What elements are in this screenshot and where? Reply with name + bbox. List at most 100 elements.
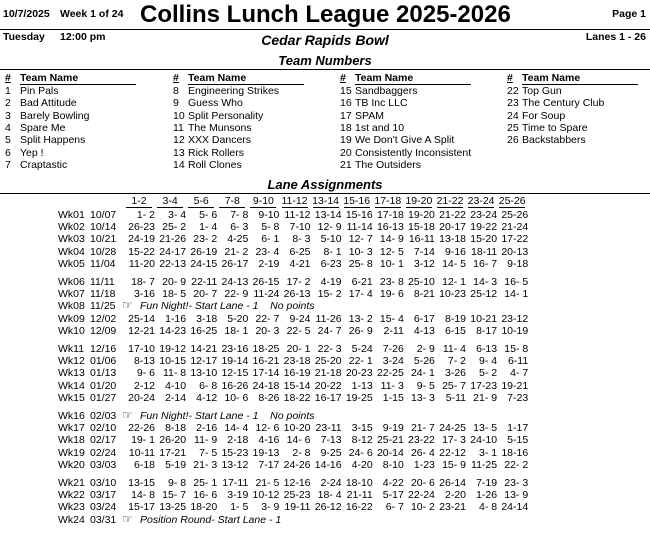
lane-pair: 13- 2 [348,312,373,325]
header-rule [522,84,638,85]
date: 02/10 [90,422,117,435]
lane-pair: 16-22 [345,501,373,514]
lane-pair: 5-17 [382,489,404,502]
lane-pair: 16-17 [314,391,342,404]
lane-pair: 4- 8 [479,501,498,514]
lane-pair: 17-22 [501,233,529,246]
lane-pair: 13-25 [159,501,187,514]
lane-pair: 21-11 [346,489,373,502]
team-number: 12 [173,134,185,147]
lane-pair: 16-13 [376,221,404,234]
lane-pair: 9-24 [289,312,311,325]
lane-pair: 21-24 [501,221,529,234]
team-number: 11 [173,121,184,134]
lane-pair: 4-10 [165,379,187,392]
header-rule [157,207,184,208]
lane-pair: 3-12 [413,257,435,270]
date: 01/13 [90,367,117,380]
lane-pair: 18-22 [283,391,311,404]
lane-pair: 23- 8 [379,276,404,288]
lane-pair: 12- 5 [379,245,404,258]
header-rule [437,207,463,208]
lanes: Lanes 1 - 26 [585,31,646,43]
lane-pair: 8-12 [351,434,373,447]
week: Wk20 [58,458,85,471]
week: Wk05 [58,257,85,270]
lane-pair: 15- 2 [317,288,342,301]
lane-header: 9-10 [252,195,274,207]
team-name: Split Personality [188,109,264,122]
team-number: 23 [507,97,519,110]
lane-pair: 14- 4 [224,422,249,435]
lane-pair: 22-11 [191,276,218,288]
lane-header: 7-8 [224,195,240,207]
lane-pair: 9- 6 [136,367,155,380]
lane-pair: 7-14 [413,245,435,258]
lane-pair: 17- 3 [442,434,466,447]
team-name: TB Inc LLC [355,97,408,110]
lane-pair: 12- 9 [317,221,342,234]
team-number: 18 [340,121,352,134]
week: Wk04 [58,245,85,258]
lane-pair: 9- 8 [168,477,187,489]
week: Wk08 [58,300,85,313]
lane-pair: 15-17 [128,501,155,514]
lane-pair: 4-25 [227,233,249,246]
lane-pair: 1-13 [351,379,373,392]
team-name: Rick Rollers [188,146,245,159]
lane-header: 1-2 [131,195,147,207]
lane-pair: 25- 8 [348,257,373,270]
date: 11/04 [90,257,116,270]
lane-pair: 26-14 [439,477,466,489]
lane-pair: 2-11 [383,324,404,337]
lane-pair: 13-18 [439,233,466,246]
time: 12:00 pm [60,31,106,43]
lane-pair: 5- 8 [261,221,280,234]
lane-pair: 15-22 [128,245,155,258]
lane-pair: 25- 1 [193,477,218,489]
lane-pair: 20- 3 [255,324,280,337]
lane-pair: 11-25 [471,458,498,471]
lane-pair: 4-13 [413,324,435,337]
lane-pair: 7-17 [258,458,280,471]
rule [0,193,650,194]
team-number: 10 [173,109,185,122]
lane-pair: 12- 1 [442,276,466,288]
lane-pair: 26-12 [314,501,342,514]
lane-pair: 3- 9 [261,501,280,514]
lane-pair: 5-15 [507,434,529,447]
name-header: Team Name [355,72,414,84]
lane-pair: 6-23 [320,257,342,270]
lane-pair: 3-26 [444,367,466,380]
lane-pair: 12-17 [190,355,218,368]
lane-pair: 19- 1 [131,434,155,447]
title: Collins Lunch League 2025-2026 [140,1,511,28]
lane-pair: 21- 2 [224,245,249,258]
lane-pair: 7- 2 [447,355,466,368]
team-name: The Munsons [188,121,252,134]
lane-pair: 6- 3 [230,221,249,234]
lane-pair: 25- 2 [162,221,187,234]
lane-header: 3-4 [162,195,178,207]
name-header: Team Name [522,72,581,84]
header-rule [188,84,304,85]
lane-pair: 3-18 [196,312,218,325]
lane-pair: 21-18 [314,367,342,380]
lane-pair: 19-11 [284,501,311,514]
lane-pair: 7-26 [382,343,404,355]
lane-pair: 25-23 [283,489,311,502]
lane-pair: 20-17 [439,221,466,234]
lane-pair: 7-10 [289,221,311,234]
lane-pair: 9-25 [320,446,342,459]
hand-icon: ☞ [122,511,133,526]
lane-header: 15-16 [343,195,371,207]
lane-pair: 19-21 [501,379,529,392]
team-name: Yep ! [20,146,44,159]
week: Wk23 [58,501,85,514]
lane-pair: 11-20 [128,257,155,270]
lane-pair: 9-16 [444,245,466,258]
team-number: 26 [507,134,519,147]
lane-pair: 16-26 [221,379,249,392]
lane-pair: 4-20 [351,458,373,471]
lane-pair: 11- 3 [380,379,404,392]
